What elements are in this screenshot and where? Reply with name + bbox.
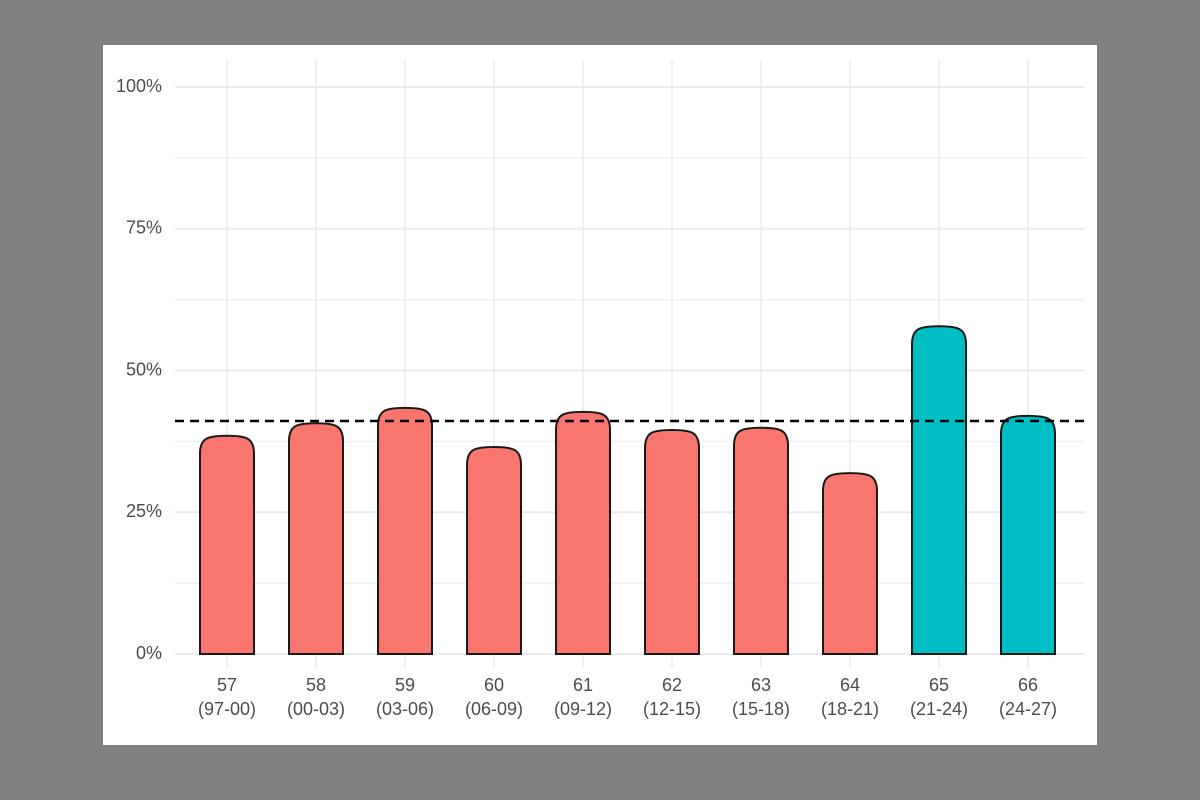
x-tick-label: (00-03) [287, 699, 345, 719]
x-tick-label: 66 [1018, 675, 1038, 695]
x-tick-label: 62 [662, 675, 682, 695]
x-tick-label: (12-15) [643, 699, 701, 719]
y-tick-label: 75% [126, 218, 162, 238]
bar [377, 406, 433, 655]
x-tick-label: 61 [573, 675, 593, 695]
bar [911, 325, 967, 655]
y-tick-label: 0% [136, 643, 162, 663]
x-tick-label: (24-27) [999, 699, 1057, 719]
bar [1000, 414, 1056, 655]
bar [822, 472, 878, 655]
y-tick-label: 25% [126, 501, 162, 521]
x-tick-label: (21-24) [910, 699, 968, 719]
x-tick-label: (03-06) [376, 699, 434, 719]
bar [466, 446, 522, 655]
x-tick-label: (09-12) [554, 699, 612, 719]
bar [199, 434, 255, 655]
bar [733, 426, 789, 655]
x-tick-label: 60 [484, 675, 504, 695]
x-tick-label: 59 [395, 675, 415, 695]
x-tick-label: 58 [306, 675, 326, 695]
y-tick-label: 100% [116, 76, 162, 96]
x-tick-label: (06-09) [465, 699, 523, 719]
x-tick-label: 57 [217, 675, 237, 695]
x-tick-label: 65 [929, 675, 949, 695]
bar [288, 422, 344, 655]
x-tick-label: (18-21) [821, 699, 879, 719]
x-tick-label: (97-00) [198, 699, 256, 719]
x-tick-label: 64 [840, 675, 860, 695]
x-tick-label: (15-18) [732, 699, 790, 719]
x-tick-label: 63 [751, 675, 771, 695]
y-tick-label: 50% [126, 359, 162, 379]
bar [644, 429, 700, 655]
bar [555, 410, 611, 655]
